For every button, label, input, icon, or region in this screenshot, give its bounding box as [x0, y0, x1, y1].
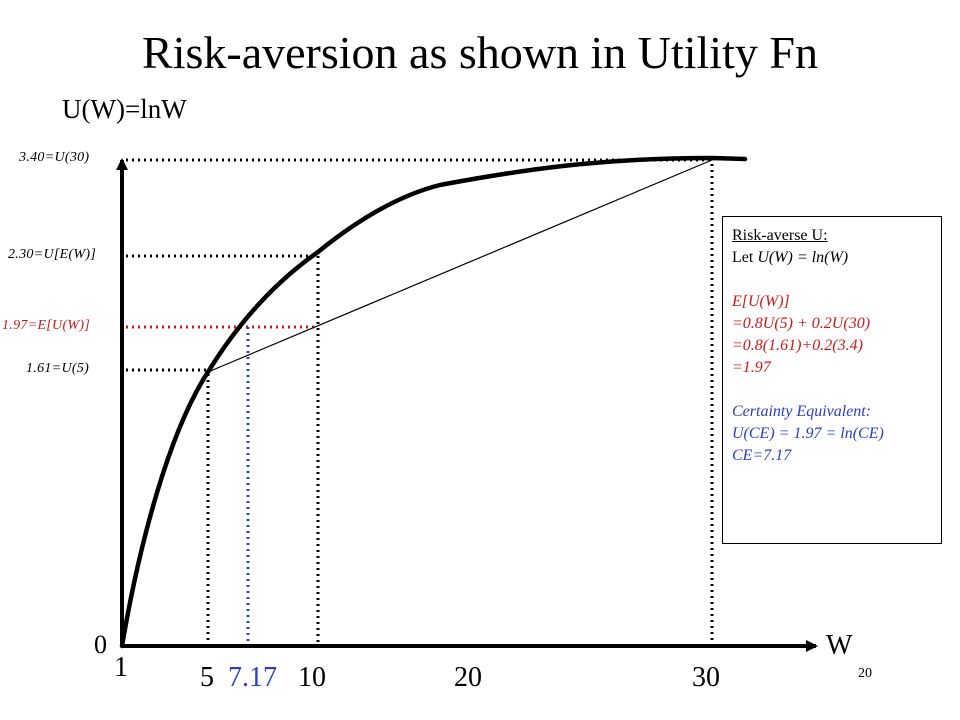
explanation-box: Risk-averse U: Let U(W) = ln(W) E[U(W)] … — [722, 216, 942, 544]
x-label-10: 10 — [298, 662, 326, 693]
x-label-20: 20 — [454, 662, 482, 693]
info-ce-line: Certainty Equivalent: — [732, 403, 872, 420]
y-axis-label: U(W)=lnW — [62, 94, 187, 124]
expected-utility-chord — [207, 159, 713, 373]
slide-title: Risk-aversion as shown in Utility Fn — [142, 27, 818, 78]
label-u30: 3.40=U(30) — [19, 150, 90, 165]
origin-label: 0 — [94, 630, 107, 659]
label-uew: 2.30=U[E(W)] — [8, 247, 97, 262]
info-ce-line: U(CE) = 1.97 = ln(CE) — [732, 425, 884, 442]
x-label-5: 5 — [200, 662, 214, 693]
info-let-prefix: Let — [732, 249, 758, 266]
x-label-ce: 7.17 — [228, 662, 277, 693]
info-eu-line: =0.8(1.61)+0.2(3.4) — [732, 337, 863, 354]
slide-number: 20 — [858, 666, 872, 681]
x-label-1: 1 — [114, 652, 128, 683]
label-euw: 1.97=E[U(W)] — [2, 318, 91, 333]
info-eu-line: E[U(W)] — [732, 293, 790, 310]
info-let-line: Let U(W) = ln(W) — [732, 247, 932, 269]
utility-curve — [119, 155, 748, 649]
info-eu-line: =0.8U(5) + 0.2U(30) — [732, 315, 871, 332]
info-eu-line: =1.97 — [732, 359, 771, 376]
info-let-formula: U(W) = ln(W) — [757, 249, 849, 266]
info-heading: Risk-averse U: — [732, 227, 828, 244]
label-u5: 1.61=U(5) — [26, 361, 90, 376]
x-axis-label: W — [826, 630, 853, 661]
x-label-30: 30 — [692, 662, 720, 693]
info-ce-line: CE=7.17 — [732, 447, 792, 464]
